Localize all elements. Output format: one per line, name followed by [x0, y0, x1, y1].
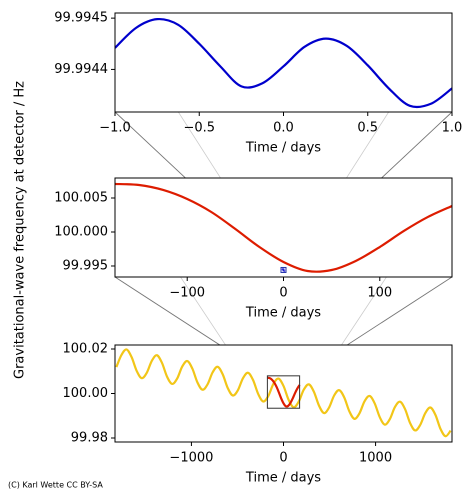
y-tick-label: 99.98 [71, 430, 108, 445]
x-tick-label: 1.0 [442, 121, 463, 136]
data-line [115, 348, 452, 438]
x-tick-label: 0 [279, 286, 287, 301]
x-tick-label: 0 [279, 451, 287, 466]
x-tick-label: −1.0 [99, 121, 131, 136]
x-axis-label: Time / days [245, 306, 321, 321]
plot-background [115, 178, 452, 277]
credit: (C) Karl Wette CC BY-SA [8, 481, 103, 490]
y-tick-label: 100.005 [54, 190, 108, 205]
plot-background [115, 345, 452, 442]
zoom-box [280, 266, 287, 273]
plot-background [115, 13, 452, 112]
y-tick-label: 99.9945 [54, 11, 108, 26]
x-tick-label: −1000 [169, 451, 213, 466]
y-tick-label: 99.9944 [54, 62, 108, 77]
y-tick-label: 100.00 [63, 386, 109, 401]
y-tick-label: 99.995 [63, 258, 109, 273]
x-tick-label: −100 [169, 286, 205, 301]
data-line [115, 17, 452, 109]
data-line [267, 376, 301, 408]
data-line [281, 268, 286, 272]
y-axis-label: Gravitational-wave frequency at detector… [13, 81, 28, 379]
data-line [115, 182, 452, 273]
x-tick-label: 1000 [359, 451, 392, 466]
x-tick-label: 0.5 [357, 121, 378, 136]
y-tick-label: 100.000 [54, 224, 108, 239]
zoom-box [266, 375, 301, 409]
x-tick-label: 100 [367, 286, 392, 301]
x-tick-label: 0.0 [273, 121, 294, 136]
x-axis-label: Time / days [245, 471, 321, 486]
x-axis-label: Time / days [245, 141, 321, 156]
x-tick-label: −0.5 [183, 121, 215, 136]
y-tick-label: 100.02 [63, 342, 109, 357]
